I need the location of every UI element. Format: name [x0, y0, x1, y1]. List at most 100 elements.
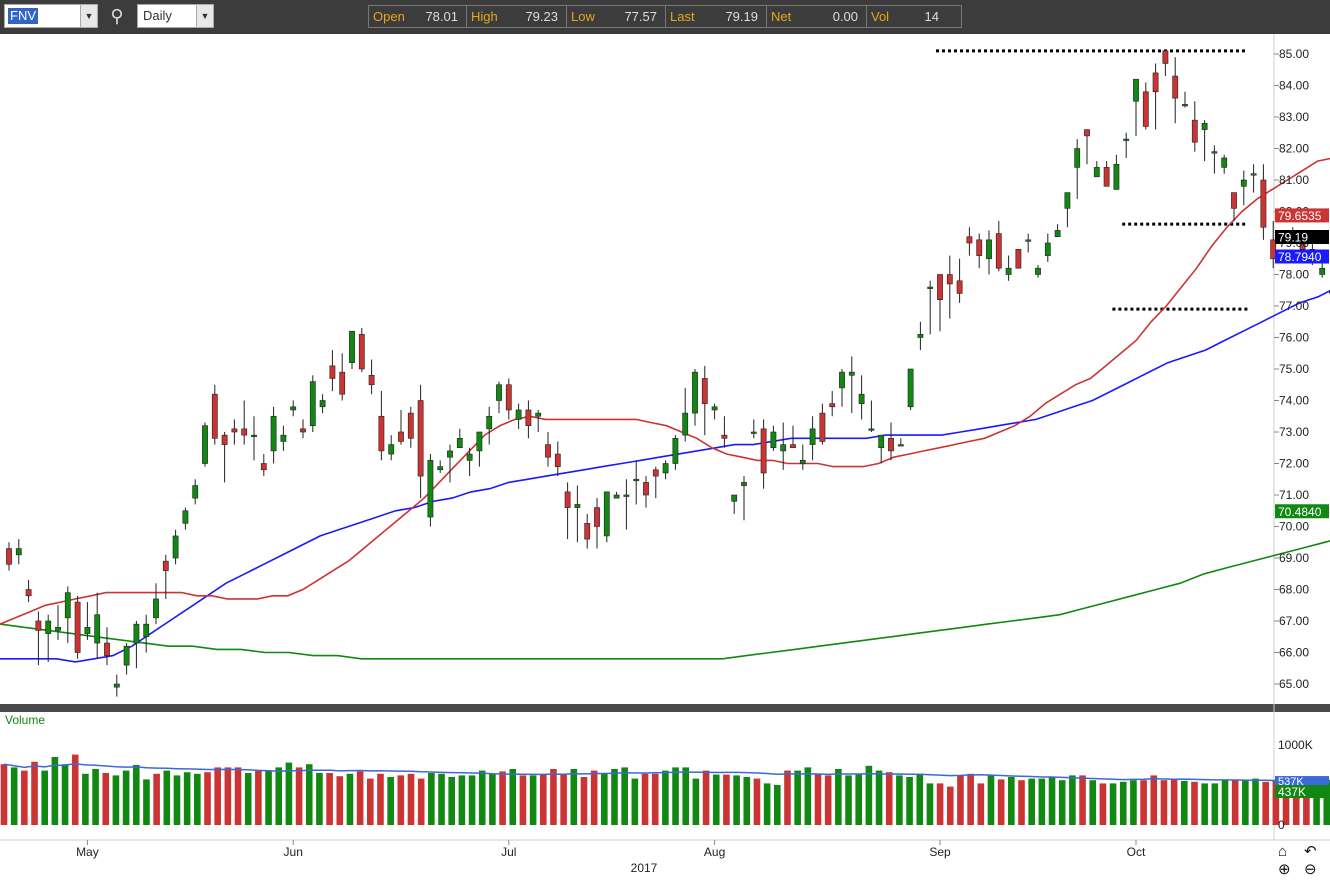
- volume-bar: [560, 773, 567, 825]
- candle-body: [123, 645, 130, 666]
- candle-body: [74, 601, 81, 653]
- volume-bar: [92, 769, 99, 825]
- candle-body: [6, 548, 12, 565]
- home-icon[interactable]: ⌂: [1278, 843, 1288, 860]
- symbol-input[interactable]: FNV ▼: [4, 4, 98, 28]
- volume-bar: [946, 786, 954, 825]
- volume-bar: [1272, 780, 1280, 825]
- volume-bar: [621, 767, 628, 825]
- volume-last-label-box: [1275, 785, 1329, 799]
- volume-bar: [326, 773, 333, 825]
- candle-body: [1025, 239, 1032, 242]
- candle-body: [594, 507, 600, 527]
- candle-body: [260, 463, 267, 471]
- candle-body: [554, 453, 561, 467]
- time-tick-label: May: [76, 845, 99, 859]
- candle-body: [731, 494, 738, 502]
- volume-bar: [438, 773, 445, 825]
- chevron-down-icon[interactable]: ▼: [196, 5, 213, 27]
- candle-body: [574, 504, 581, 508]
- price-tick-label: 78.00: [1279, 268, 1309, 282]
- candle-body: [339, 371, 346, 395]
- volume-bar: [31, 761, 38, 825]
- ma50-line: [0, 289, 1330, 663]
- candle-body: [25, 589, 32, 597]
- candle-body: [1240, 179, 1247, 187]
- volume-bar: [397, 775, 405, 825]
- candle-body: [584, 523, 591, 540]
- volume-bar: [1191, 781, 1198, 825]
- volume-bar: [1079, 775, 1086, 825]
- candle-body: [848, 371, 855, 376]
- volume-ma-layer: [3, 763, 1330, 782]
- volume-bar: [550, 769, 557, 825]
- candle-body: [701, 378, 708, 404]
- volume-bar: [824, 775, 832, 825]
- quote-value: 78.01: [425, 9, 458, 24]
- candle-body: [211, 393, 218, 439]
- volume-bar: [356, 771, 364, 825]
- quote-net: Net 0.00: [767, 6, 867, 27]
- volume-bar: [539, 774, 547, 825]
- quote-bar: Open 78.01 High 79.23 Low 77.57 Last 79.…: [368, 5, 962, 28]
- volume-bar: [651, 773, 659, 825]
- volume-bar: [183, 772, 191, 825]
- volume-bar: [1048, 777, 1056, 825]
- candle-body: [937, 274, 943, 301]
- volume-bar: [244, 773, 252, 825]
- candle-body: [280, 434, 287, 442]
- candle-body: [643, 482, 649, 496]
- volume-bar: [143, 779, 150, 825]
- price-tick-label: 72.00: [1279, 457, 1309, 471]
- volume-tick-label: 1000K: [1278, 738, 1313, 752]
- candle-body: [1074, 148, 1081, 168]
- volume-bars: [0, 754, 1330, 825]
- dotted-levels: [936, 49, 1248, 311]
- zoom-in-icon[interactable]: ⊕: [1278, 861, 1291, 878]
- candle-body: [966, 236, 973, 244]
- zoom-out-icon[interactable]: ⊖: [1304, 861, 1317, 878]
- quote-label: Net: [771, 9, 792, 24]
- volume-bar: [784, 770, 791, 825]
- candle-body: [613, 494, 620, 499]
- volume-bar: [1140, 780, 1147, 825]
- time-tick-label: Aug: [704, 845, 725, 859]
- price-tick-label: 66.00: [1279, 646, 1309, 660]
- candle-body: [515, 409, 522, 420]
- candle-body: [251, 434, 257, 437]
- volume-bar: [1069, 775, 1076, 825]
- pane-divider[interactable]: [0, 704, 1330, 712]
- volume-bar: [926, 783, 934, 825]
- candle-body: [995, 233, 1002, 269]
- symbol-text[interactable]: FNV: [8, 8, 38, 24]
- period-text[interactable]: Daily: [143, 8, 172, 23]
- candle-body: [839, 371, 845, 389]
- ma-label-text: 70.4840: [1278, 505, 1322, 519]
- volume-bar: [1262, 781, 1269, 825]
- candle-body: [113, 683, 120, 688]
- candle-body: [104, 642, 110, 656]
- ma-label-box: [1275, 504, 1329, 519]
- candle-body: [358, 334, 365, 370]
- volume-bar: [682, 767, 690, 825]
- volume-bar: [977, 783, 985, 825]
- volume-bar: [1201, 783, 1208, 825]
- candle-body: [417, 400, 424, 477]
- undo-icon[interactable]: ↶: [1304, 843, 1317, 860]
- price-tick-label: 82.00: [1279, 142, 1309, 156]
- period-select[interactable]: Daily ▼: [137, 4, 214, 28]
- chevron-down-icon[interactable]: ▼: [80, 5, 97, 27]
- volume-bar: [804, 767, 812, 825]
- candle-body: [1084, 129, 1090, 137]
- candle-body: [799, 460, 806, 464]
- candle-body: [407, 412, 414, 439]
- nav-icons: ⌂ ↶ ⊕ ⊖: [1276, 842, 1324, 878]
- candle-body: [1270, 239, 1277, 260]
- candle-body: [1191, 119, 1198, 143]
- candle-body: [525, 409, 532, 427]
- volume-bar: [835, 769, 842, 825]
- price-tick-label: 77.00: [1279, 299, 1309, 313]
- volume-bar: [0, 764, 8, 825]
- search-icon[interactable]: ⚲: [110, 6, 124, 26]
